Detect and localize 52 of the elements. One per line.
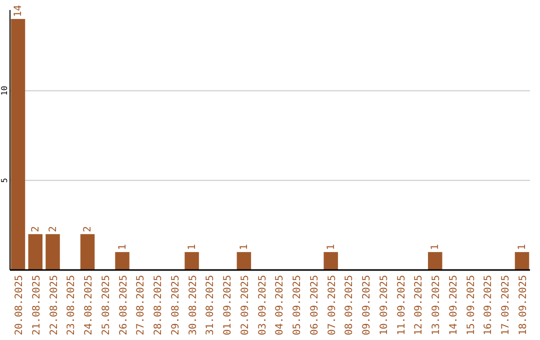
x-tick-label: 09.09.2025 (362, 275, 373, 336)
x-tick-label: 15.09.2025 (466, 275, 477, 336)
data-label: 2 (82, 226, 94, 232)
bar (28, 234, 42, 270)
data-label: 1 (238, 244, 250, 250)
y-tick-label: 5 (0, 178, 9, 183)
x-tick-label: 01.09.2025 (222, 275, 234, 336)
x-tick-label: 12.09.2025 (414, 275, 425, 336)
data-label: 1 (517, 244, 528, 250)
x-tick-label: 27.08.2025 (136, 275, 147, 336)
bar (428, 252, 442, 270)
x-tick-label: 14.09.2025 (448, 275, 460, 336)
x-tick-label: 26.08.2025 (118, 275, 130, 336)
x-tick-label: 28.08.2025 (153, 275, 164, 336)
x-tick-label: 02.09.2025 (240, 275, 251, 336)
x-tick-label: 24.08.2025 (84, 275, 95, 336)
x-tick-label: 17.09.2025 (500, 275, 512, 336)
data-label: 2 (48, 226, 59, 232)
x-tick-label: 04.09.2025 (274, 275, 286, 336)
x-tick-label: 06.09.2025 (309, 275, 320, 336)
x-tick-label: 16.09.2025 (483, 275, 494, 336)
bar (236, 252, 252, 270)
bar (80, 234, 95, 270)
x-tick-label: 21.08.2025 (31, 275, 42, 336)
data-label: 1 (186, 244, 198, 250)
data-label: 1 (430, 244, 442, 250)
data-label: 1 (326, 244, 337, 250)
bar (46, 234, 60, 270)
x-tick-label: 10.09.2025 (378, 275, 390, 336)
bar (324, 252, 338, 270)
x-tick-label: 23.08.2025 (66, 275, 78, 336)
x-tick-label: 13.09.2025 (431, 275, 442, 336)
bar (514, 252, 530, 270)
x-tick-label: 31.08.2025 (205, 275, 216, 336)
data-label: 1 (117, 244, 128, 250)
bar (115, 252, 130, 270)
x-tick-label: 03.09.2025 (257, 275, 268, 336)
x-tick-label: 05.09.2025 (292, 275, 304, 336)
x-tick-label: 08.09.2025 (344, 275, 356, 336)
data-label: 2 (30, 226, 42, 232)
data-label: 14 (12, 4, 24, 17)
bar (184, 252, 199, 270)
bar (10, 18, 26, 270)
x-tick-label: 20.08.2025 (14, 275, 25, 336)
x-tick-label: 07.09.2025 (326, 275, 338, 336)
x-tick-label: 11.09.2025 (396, 275, 408, 336)
x-tick-label: 29.08.2025 (170, 275, 182, 336)
x-tick-label: 22.08.2025 (48, 275, 60, 336)
x-tick-label: 18.09.2025 (518, 275, 530, 336)
x-tick-label: 30.08.2025 (188, 275, 199, 336)
y-tick-label: 10 (0, 86, 9, 96)
x-tick-label: 25.08.2025 (100, 275, 112, 336)
